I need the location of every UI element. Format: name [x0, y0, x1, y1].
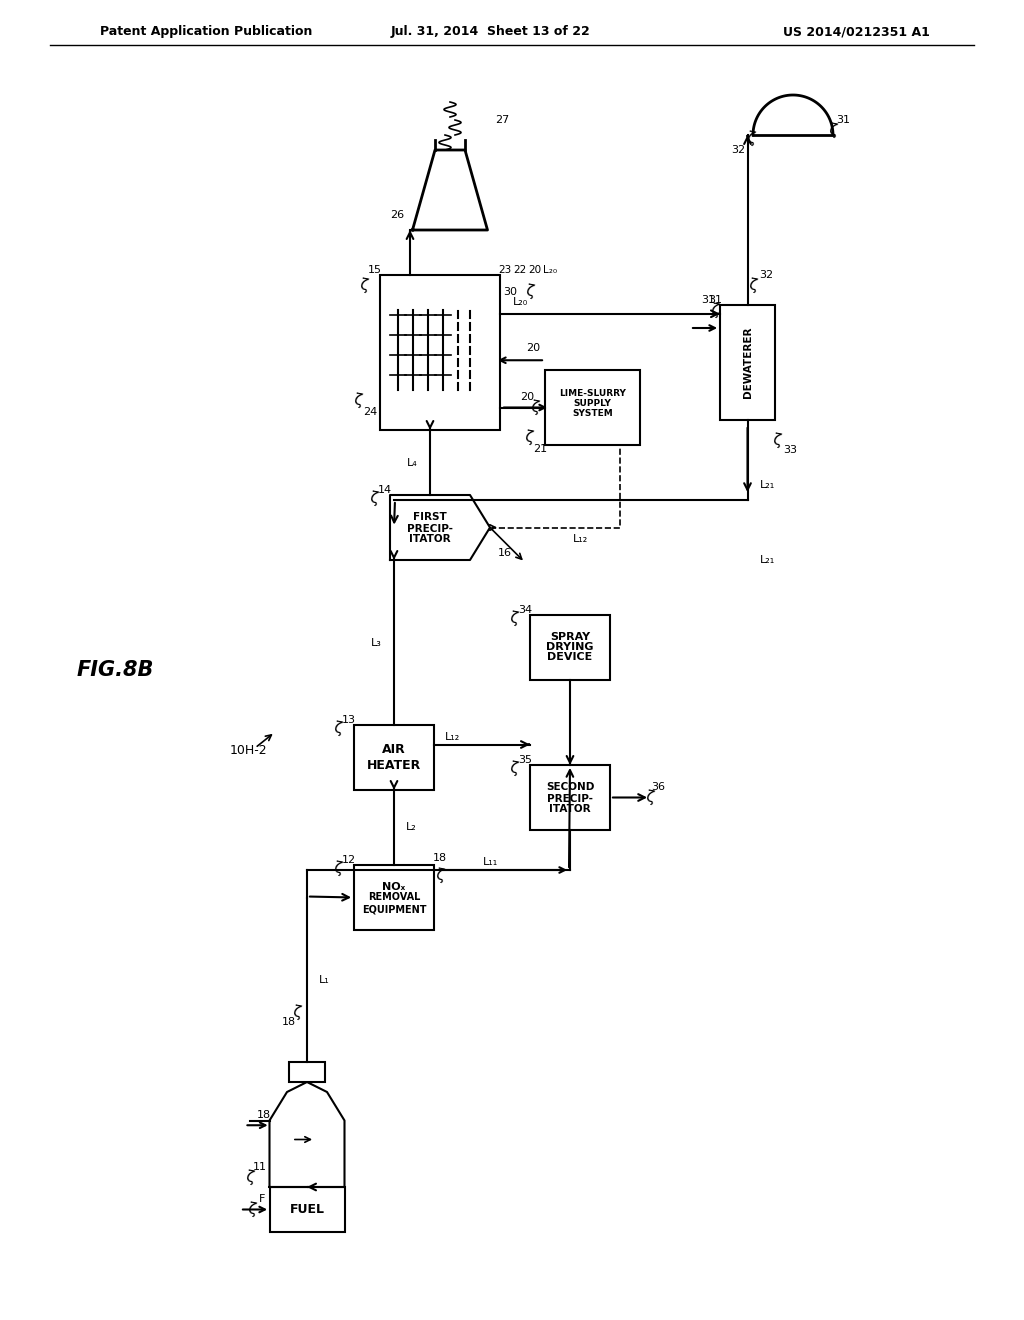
Text: 27: 27 [495, 115, 509, 125]
Text: 16: 16 [498, 548, 512, 557]
Text: 10H-2: 10H-2 [230, 743, 267, 756]
Polygon shape [390, 495, 490, 560]
Text: 31: 31 [836, 115, 850, 125]
Text: DEVICE: DEVICE [548, 652, 593, 663]
Text: SUPPLY: SUPPLY [573, 399, 611, 408]
Text: ζ: ζ [645, 789, 655, 805]
Text: SYSTEM: SYSTEM [572, 409, 613, 418]
Text: 20: 20 [526, 343, 540, 354]
Text: ITATOR: ITATOR [410, 535, 451, 544]
Text: Jul. 31, 2014  Sheet 13 of 22: Jul. 31, 2014 Sheet 13 of 22 [390, 25, 590, 38]
Text: HEATER: HEATER [367, 759, 421, 772]
Text: ζ: ζ [827, 121, 839, 139]
Text: L₁: L₁ [319, 974, 330, 985]
Text: 35: 35 [518, 755, 532, 766]
Text: 31: 31 [701, 294, 715, 305]
Text: PRECIP-: PRECIP- [547, 793, 593, 804]
Text: 13: 13 [342, 715, 356, 725]
Text: L₂₁: L₂₁ [760, 554, 775, 565]
Text: ζ: ζ [710, 302, 720, 318]
Text: 30: 30 [503, 286, 517, 297]
Text: 11: 11 [253, 1162, 266, 1172]
Text: ζ: ζ [247, 1201, 257, 1217]
Text: ζ: ζ [292, 1005, 302, 1020]
Text: L₁₁: L₁₁ [482, 857, 498, 867]
Text: ζ: ζ [524, 284, 536, 300]
Text: ζ: ζ [523, 429, 535, 445]
Text: DRYING: DRYING [546, 643, 594, 652]
Text: SPRAY: SPRAY [550, 632, 590, 643]
Bar [720, 305, 775, 420]
Text: ζ: ζ [358, 277, 370, 293]
Text: LIME-SLURRY: LIME-SLURRY [559, 389, 626, 399]
Text: 20: 20 [520, 392, 535, 403]
Text: NOₓ: NOₓ [382, 883, 406, 892]
Text: L₂₀: L₂₀ [543, 265, 557, 275]
Bar [530, 615, 610, 680]
Text: ITATOR: ITATOR [549, 804, 591, 814]
Text: ζ: ζ [244, 1170, 255, 1185]
Text: ζ: ζ [772, 432, 782, 447]
Text: DEWATERER: DEWATERER [742, 327, 753, 399]
Text: 18: 18 [257, 1110, 271, 1121]
Text: ζ: ζ [509, 760, 519, 776]
Text: PRECIP-: PRECIP- [407, 524, 453, 533]
Polygon shape [269, 1082, 344, 1187]
Text: REMOVAL: REMOVAL [368, 892, 420, 903]
Text: 23: 23 [499, 265, 512, 275]
Text: 21: 21 [532, 444, 547, 454]
Text: FUEL: FUEL [290, 1203, 325, 1216]
Bar [380, 275, 500, 430]
Text: 26: 26 [390, 210, 404, 220]
Text: 33: 33 [783, 445, 797, 455]
Bar [270, 1187, 345, 1232]
Text: FIRST: FIRST [413, 512, 446, 523]
Text: 34: 34 [518, 605, 532, 615]
Text: 36: 36 [651, 783, 665, 792]
Text: 32: 32 [760, 271, 773, 280]
Text: AIR: AIR [382, 743, 406, 756]
Text: 32: 32 [731, 145, 745, 154]
Text: L₂₀: L₂₀ [512, 297, 527, 306]
Text: 24: 24 [362, 407, 377, 417]
Text: L₁₂: L₁₂ [572, 535, 588, 544]
Text: 20: 20 [528, 265, 542, 275]
Bar [530, 766, 610, 830]
Text: ζ: ζ [333, 719, 343, 737]
Bar [354, 725, 434, 789]
Text: 31: 31 [708, 294, 722, 305]
Text: ζ: ζ [369, 490, 379, 506]
Text: 15: 15 [368, 265, 382, 275]
Text: 18: 18 [282, 1016, 296, 1027]
Text: L₂: L₂ [406, 822, 417, 833]
Text: ζ: ζ [509, 610, 519, 626]
Text: FIG.8B: FIG.8B [77, 660, 154, 680]
Text: ζ: ζ [748, 277, 758, 293]
Text: ζ: ζ [745, 129, 757, 147]
Text: 22: 22 [513, 265, 526, 275]
Text: L₄: L₄ [408, 458, 418, 467]
Text: ζ: ζ [333, 859, 343, 876]
Text: ζ: ζ [352, 392, 364, 408]
Text: SECOND: SECOND [546, 783, 594, 792]
Text: L₃: L₃ [371, 638, 382, 648]
Text: L₂₁: L₂₁ [760, 480, 775, 490]
Text: ζ: ζ [434, 867, 445, 883]
Bar [289, 1063, 325, 1082]
Bar [354, 865, 434, 931]
Text: EQUIPMENT: EQUIPMENT [361, 904, 426, 915]
Polygon shape [413, 150, 487, 230]
Text: F: F [259, 1195, 265, 1204]
Text: Patent Application Publication: Patent Application Publication [100, 25, 312, 38]
Text: 14: 14 [378, 484, 392, 495]
Text: L₁₂: L₁₂ [444, 731, 460, 742]
Text: US 2014/0212351 A1: US 2014/0212351 A1 [783, 25, 930, 38]
Text: 12: 12 [342, 855, 356, 865]
Bar [545, 370, 640, 445]
Text: ζ: ζ [529, 400, 541, 416]
Text: 18: 18 [433, 853, 447, 863]
